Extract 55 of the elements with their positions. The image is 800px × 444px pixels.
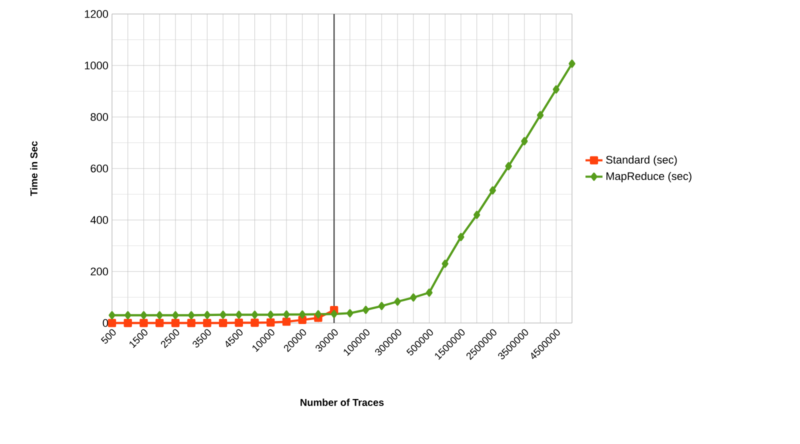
point	[299, 310, 306, 319]
point	[489, 186, 496, 194]
point	[156, 311, 163, 320]
point	[234, 318, 243, 327]
point	[314, 310, 322, 318]
x-axis-title: Number of Traces	[300, 398, 384, 406]
point	[156, 318, 164, 328]
point	[220, 310, 226, 319]
point	[108, 311, 116, 320]
point	[267, 310, 274, 319]
legend-label: Standard (sec)	[606, 156, 677, 166]
point	[521, 137, 528, 146]
point	[283, 310, 290, 319]
point	[282, 318, 291, 326]
point	[251, 310, 258, 319]
y-tick-label: 200	[90, 268, 108, 276]
point	[330, 310, 338, 318]
point	[140, 311, 148, 320]
point	[346, 309, 354, 318]
point	[188, 311, 195, 320]
y-tick-label: 600	[90, 164, 108, 172]
point	[171, 318, 180, 328]
point	[473, 210, 480, 219]
point	[140, 318, 148, 328]
legend-label: MapReduce (sec)	[606, 172, 692, 182]
point	[568, 60, 576, 68]
point	[266, 318, 275, 327]
point	[187, 318, 196, 328]
y-tick-label: 0	[102, 319, 108, 327]
point	[298, 316, 306, 324]
point	[552, 85, 560, 94]
point	[458, 232, 464, 242]
point	[378, 302, 385, 310]
y-axis-title: Time in Sec	[30, 141, 38, 196]
point	[236, 310, 242, 319]
point	[124, 311, 132, 320]
y-tick-label: 1200	[84, 10, 108, 18]
point	[426, 288, 433, 297]
y-tick-label: 800	[90, 113, 108, 121]
y-tick-label: 400	[90, 216, 108, 224]
point	[536, 111, 544, 120]
point	[204, 310, 211, 320]
point	[124, 318, 132, 328]
point	[442, 260, 448, 268]
y-tick-label: 1000	[84, 62, 108, 70]
point	[203, 318, 212, 328]
point	[505, 162, 512, 170]
point	[362, 306, 370, 314]
point	[108, 318, 116, 328]
point	[218, 318, 228, 328]
point	[394, 298, 401, 306]
point	[250, 318, 259, 327]
x-tick-label: 500	[100, 329, 116, 344]
point	[172, 311, 179, 320]
point	[410, 293, 417, 302]
